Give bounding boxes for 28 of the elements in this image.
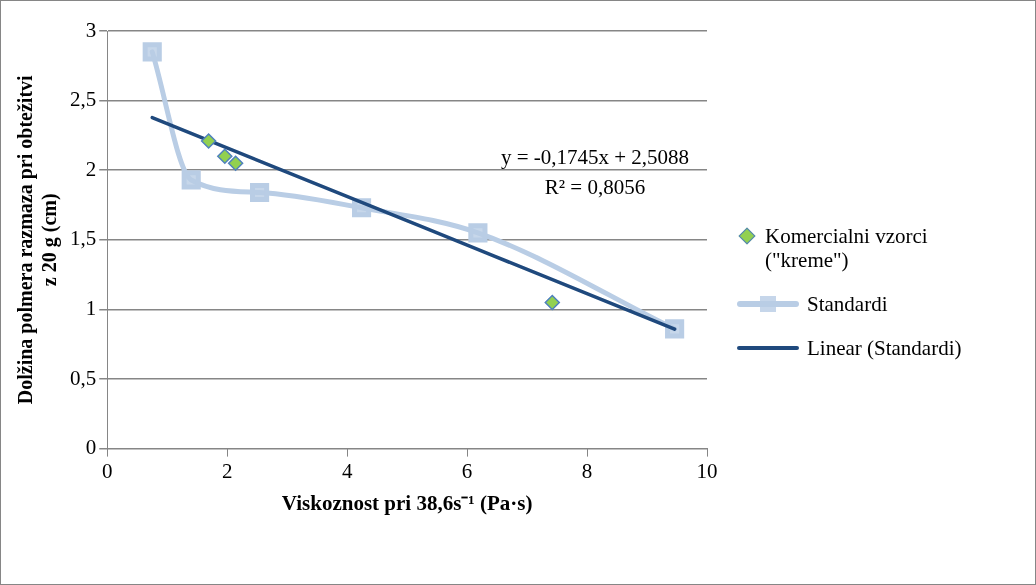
y-tick-label: 1,5 [70,226,97,251]
y-tick-label: 0 [85,435,97,460]
point [181,170,201,190]
y-tick-label: 2 [85,156,97,181]
x-axis-title: Viskoznost pri 38,6s⁻¹ (Pa·s) [281,490,533,515]
point [544,294,561,311]
x-tick-label: 0 [102,458,113,483]
x-tick-label: 2 [221,458,233,483]
y-tick-label: 0,5 [70,365,97,390]
x-tick-label: 6 [461,458,473,483]
annotation: R² = 0,8056 [544,175,646,199]
legend-label: Standardi [807,291,889,316]
point [200,133,217,149]
point [217,148,233,165]
y-tick-label: 1 [85,295,97,320]
x-tick-label: 8 [581,458,593,483]
y-axis-title: Dolžina polmera razmaza pri obtežitvi z 20 g (cm) [14,74,62,405]
point [468,223,488,243]
point [142,42,162,62]
legend-label: Komercialni vzorci ("kreme") [765,223,929,272]
annotation: y = -0,1745x + 2,5088 [500,145,690,169]
x-tick-label: 10 [696,458,718,483]
y-tick-label: 2,5 [70,87,97,112]
point [250,182,270,203]
legend-label: Linear (Standardi) [807,335,963,360]
y-tick-label: 3 [85,17,97,42]
x-tick-label: 4 [341,458,353,483]
point [227,155,244,171]
